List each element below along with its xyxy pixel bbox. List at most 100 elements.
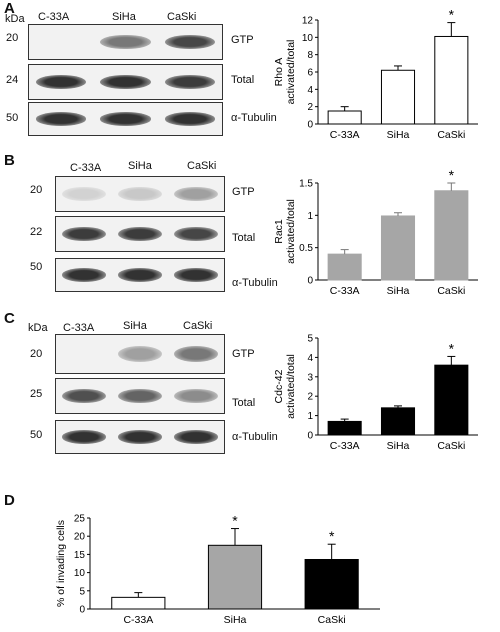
- band: [118, 346, 162, 362]
- blot-c-total: [55, 378, 225, 414]
- y-tick-label: 10: [302, 33, 314, 44]
- lane-label-a-1: C-33A: [38, 11, 70, 23]
- mw-b-3: 50: [30, 261, 43, 273]
- band: [174, 430, 218, 444]
- band: [164, 112, 215, 126]
- category-label: C-33A: [330, 285, 360, 297]
- y-tick-label: 2: [307, 102, 313, 113]
- blot-label-a-tubulin: α-Tubulin: [231, 112, 277, 124]
- panel-letter-a: A: [4, 0, 15, 17]
- significance-marker: *: [449, 7, 455, 23]
- mw-c-1: 20: [30, 348, 43, 360]
- y-tick-label: 0: [307, 120, 313, 131]
- band: [118, 226, 162, 242]
- blot-label-b-tubulin: α-Tubulin: [232, 277, 278, 289]
- y-tick-label: 0: [307, 431, 313, 442]
- y-tick-label: 8: [307, 50, 313, 61]
- blot-a-tubulin: [28, 102, 223, 136]
- blot-c-tubulin: [55, 420, 225, 454]
- category-label: CaSki: [437, 440, 465, 452]
- category-label: SiHa: [387, 440, 410, 452]
- band: [100, 112, 151, 126]
- mw-b-1: 20: [30, 184, 43, 196]
- lane-label-c-1: C-33A: [63, 322, 95, 334]
- band: [100, 74, 151, 90]
- category-label: CaSki: [318, 614, 346, 626]
- band: [118, 430, 162, 444]
- bar: [207, 544, 263, 610]
- blot-label-c-gtp: GTP: [232, 348, 255, 360]
- band: [174, 346, 218, 362]
- y-tick-label: 4: [307, 85, 313, 96]
- y-tick-label: 0: [307, 276, 313, 287]
- band: [62, 430, 106, 444]
- significance-marker: *: [449, 167, 455, 183]
- panel-letter-c: C: [4, 310, 15, 327]
- lane-label-b-1: C-33A: [70, 162, 102, 174]
- bar: [327, 110, 362, 125]
- lane-label-a-2: SiHa: [112, 11, 136, 23]
- lane-label-b-2: SiHa: [128, 160, 152, 172]
- category-label: C-33A: [330, 440, 360, 452]
- blot-b-gtp: [55, 176, 225, 212]
- band: [118, 268, 162, 282]
- y-axis-label: activated/total: [285, 40, 297, 105]
- y-tick-label: 0: [79, 605, 85, 616]
- mw-a-1: 20: [6, 32, 19, 44]
- blot-b-tubulin: [55, 258, 225, 292]
- category-label: C-33A: [330, 129, 360, 141]
- y-tick-label: 1: [307, 411, 313, 422]
- band: [174, 226, 218, 242]
- y-tick-label: 1.5: [299, 179, 313, 190]
- significance-marker: *: [329, 528, 335, 544]
- band: [62, 388, 106, 404]
- mw-c-3: 50: [30, 429, 43, 441]
- band: [174, 186, 218, 202]
- lane-label-b-3: CaSki: [187, 160, 217, 172]
- blot-label-a-gtp: GTP: [231, 34, 254, 46]
- band: [118, 388, 162, 404]
- band: [62, 186, 106, 202]
- band: [62, 226, 106, 242]
- mw-b-2: 22: [30, 226, 43, 238]
- significance-marker: *: [449, 340, 455, 356]
- band: [174, 268, 218, 282]
- band: [36, 74, 87, 90]
- significance-marker: *: [232, 513, 238, 529]
- band: [164, 34, 215, 50]
- y-tick-label: 15: [74, 550, 86, 561]
- bar: [380, 407, 416, 436]
- blot-label-a-total: Total: [231, 74, 255, 86]
- y-tick-label: 25: [74, 514, 86, 525]
- y-axis-label: activated/total: [285, 199, 297, 264]
- bar: [111, 596, 166, 610]
- bar: [327, 420, 362, 436]
- y-tick-label: 2: [307, 392, 313, 403]
- y-tick-label: 0.5: [299, 243, 313, 254]
- category-label: SiHa: [387, 285, 410, 297]
- category-label: CaSki: [437, 129, 465, 141]
- y-tick-label: 3: [307, 372, 313, 383]
- category-label: C-33A: [123, 614, 153, 626]
- y-axis-label: % of invading cells: [55, 520, 67, 607]
- panel-letter-b: B: [4, 152, 15, 169]
- y-tick-label: 12: [302, 16, 314, 27]
- bar: [380, 215, 416, 281]
- blot-label-c-total: Total: [232, 397, 256, 409]
- blot-a-gtp: [28, 24, 223, 60]
- bar: [304, 558, 359, 610]
- y-tick-label: 1: [307, 211, 313, 222]
- band: [36, 112, 87, 126]
- panel-letter-d: D: [4, 492, 15, 509]
- kda-label-c: kDa: [28, 322, 48, 334]
- bar: [434, 35, 469, 125]
- mw-a-3: 50: [6, 112, 19, 124]
- y-axis-label: activated/total: [285, 354, 297, 419]
- mw-a-2: 24: [6, 74, 19, 86]
- band: [174, 388, 218, 404]
- blot-c-gtp: [55, 334, 225, 374]
- blot-a-total: [28, 64, 223, 100]
- category-label: SiHa: [387, 129, 410, 141]
